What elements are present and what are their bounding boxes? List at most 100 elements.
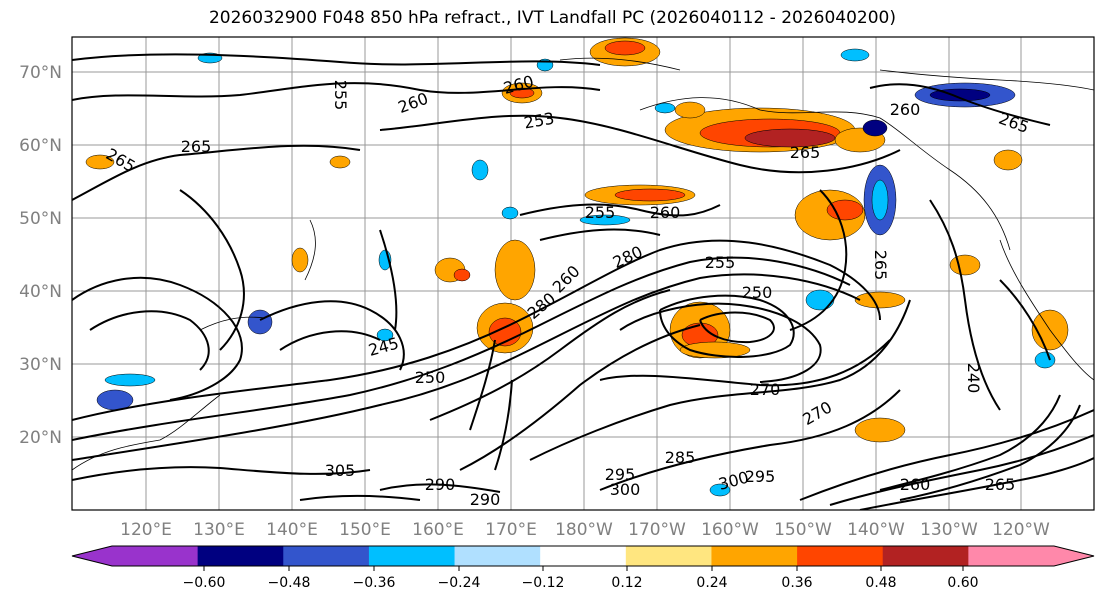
colorbar-segment bbox=[625, 546, 712, 566]
positive-anomaly-patch bbox=[614, 188, 686, 202]
longitude-label: 130°E bbox=[193, 520, 245, 540]
colorbar-outline bbox=[71, 545, 1095, 567]
longitude-label: 160°E bbox=[412, 520, 464, 540]
coastline bbox=[559, 57, 681, 71]
positive-anomaly-patch bbox=[993, 149, 1023, 171]
colorbar-tick-label: −0.24 bbox=[438, 575, 481, 591]
contour-line bbox=[699, 311, 775, 344]
negative-anomaly-patch bbox=[501, 206, 519, 220]
contour-label: 300 bbox=[610, 480, 641, 499]
colorbar-tick-label: 0.24 bbox=[696, 575, 727, 591]
latitude-label: 70°N bbox=[19, 63, 62, 83]
contour-label: 260 bbox=[900, 475, 931, 494]
contour-line bbox=[299, 494, 421, 501]
contour-line bbox=[379, 114, 901, 174]
contour-line bbox=[72, 256, 851, 441]
contour-label: 250 bbox=[415, 368, 446, 387]
colorbar-segment bbox=[882, 546, 969, 566]
colorbar-extend-min bbox=[72, 546, 112, 566]
contour-line bbox=[599, 389, 901, 491]
contour-line bbox=[789, 189, 848, 331]
colorbar-segment bbox=[197, 546, 284, 566]
colorbar-tick-label: −0.48 bbox=[268, 575, 311, 591]
positive-anomaly-patch bbox=[85, 154, 115, 170]
contour-label: 250 bbox=[742, 283, 773, 302]
longitude-label: 130°W bbox=[920, 520, 978, 540]
colorbar-segment bbox=[711, 546, 798, 566]
contour-label: 260 bbox=[890, 100, 921, 119]
contour-line bbox=[999, 279, 1051, 361]
colorbar-segment bbox=[540, 546, 627, 566]
positive-anomaly-patch bbox=[854, 291, 906, 309]
contour-line bbox=[599, 339, 891, 387]
positive-anomaly-patch bbox=[604, 40, 646, 56]
latitude-label: 60°N bbox=[19, 136, 62, 156]
contour-label: 265 bbox=[871, 250, 890, 281]
colorbar-segment bbox=[968, 546, 1055, 566]
coastline bbox=[999, 239, 1094, 381]
map-background bbox=[72, 37, 1094, 510]
coastline bbox=[879, 69, 1094, 91]
contour-line bbox=[72, 273, 861, 461]
contour-line bbox=[429, 289, 671, 421]
longitude-label: 170°E bbox=[485, 520, 537, 540]
longitude-label: 160°W bbox=[701, 520, 759, 540]
contour-line bbox=[529, 299, 911, 461]
negative-anomaly-patch bbox=[709, 483, 731, 497]
longitude-label: 170°W bbox=[628, 520, 686, 540]
longitude-label: 180°W bbox=[555, 520, 613, 540]
contour-line bbox=[539, 228, 661, 241]
negative-anomaly-patch bbox=[1034, 351, 1056, 369]
negative-anomaly-patch bbox=[247, 309, 273, 335]
contour-line bbox=[72, 276, 243, 401]
contour-line bbox=[72, 53, 601, 66]
contour-line bbox=[869, 83, 1051, 126]
latitude-label: 30°N bbox=[19, 355, 62, 375]
contour-line bbox=[859, 457, 1094, 510]
longitude-label: 150°W bbox=[774, 520, 832, 540]
contour-line bbox=[519, 203, 721, 217]
contour-line bbox=[179, 189, 245, 351]
negative-anomaly-patch bbox=[871, 179, 889, 221]
contour-label: 270 bbox=[750, 380, 781, 399]
contour-line bbox=[72, 82, 601, 101]
negative-anomaly-patch bbox=[579, 214, 631, 226]
contour-line bbox=[89, 310, 210, 371]
contour-label: 265 bbox=[790, 143, 821, 162]
graticule bbox=[72, 37, 1094, 510]
contour-line bbox=[469, 339, 496, 431]
coastline bbox=[639, 97, 1011, 251]
colorbar-ticks: −0.60 −0.48 −0.36 −0.24 −0.12 0.12 0.24 0.36 0.4… bbox=[183, 566, 979, 591]
contour-line bbox=[899, 404, 1081, 501]
contour-line bbox=[659, 294, 795, 358]
contour-label: 305 bbox=[325, 461, 356, 480]
negative-anomaly-patch bbox=[654, 102, 676, 114]
contour-line bbox=[259, 300, 405, 371]
contour-label: 295 bbox=[605, 465, 636, 484]
negative-anomaly-patch bbox=[840, 48, 870, 62]
refractivity-shading bbox=[85, 37, 1069, 497]
contour-line bbox=[72, 466, 371, 481]
negative-anomaly-patch bbox=[376, 328, 394, 342]
latitude-label: 20°N bbox=[19, 428, 62, 448]
colorbar-segment bbox=[797, 546, 884, 566]
contour-lines bbox=[72, 53, 1094, 510]
contour-line bbox=[799, 409, 1094, 501]
contour-line bbox=[929, 199, 1001, 411]
longitude-label: 150°E bbox=[339, 520, 391, 540]
negative-anomaly-patch bbox=[471, 159, 489, 181]
positive-anomaly-patch bbox=[854, 417, 906, 443]
contour-label: 265 bbox=[181, 137, 212, 156]
longitude-label: 140°W bbox=[847, 520, 905, 540]
negative-anomaly-patch bbox=[104, 373, 156, 387]
contour-line bbox=[279, 330, 381, 351]
contour-label: 255 bbox=[705, 253, 736, 272]
contour-label: 255 bbox=[585, 203, 616, 222]
contour-label: 255 bbox=[331, 80, 350, 111]
negative-anomaly-patch bbox=[862, 119, 888, 137]
contour-label: 290 bbox=[425, 475, 456, 494]
longitude-labels: 120°E 130°E 140°E 150°E 160°E 170°E 180°W 170°W… bbox=[120, 520, 1050, 540]
latitude-label: 40°N bbox=[19, 282, 62, 302]
